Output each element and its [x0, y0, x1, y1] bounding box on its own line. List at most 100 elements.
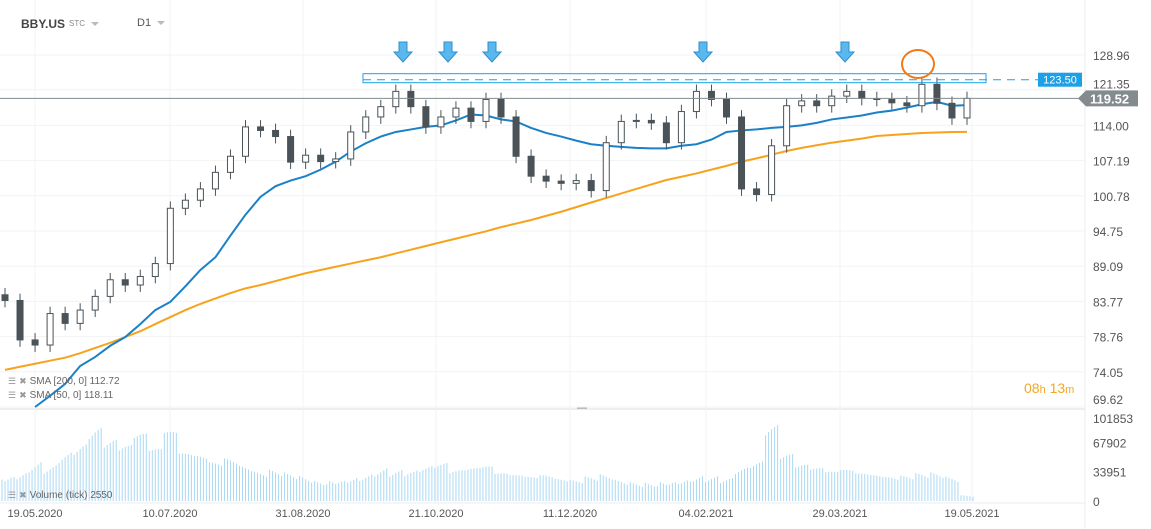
candle [813, 94, 821, 113]
candle-body [828, 95, 836, 107]
last-price-tag [1078, 90, 1138, 107]
candle-body [106, 279, 114, 297]
candle [707, 84, 715, 107]
candle [347, 125, 355, 166]
candle [873, 91, 881, 107]
indicator-sma200[interactable]: ☰ ✖ SMA [200, 0] 112.72 [8, 376, 120, 387]
instrument-type[interactable]: STC [69, 19, 99, 28]
pane-resize-handle[interactable] [577, 407, 587, 409]
x-tick-label: 19.05.2021 [944, 508, 999, 520]
candle [407, 84, 415, 114]
candle-body [587, 180, 595, 192]
candle [918, 77, 926, 113]
candle [422, 99, 430, 134]
candle [317, 148, 325, 169]
candle [948, 96, 956, 125]
y-tick-label: 114.00 [1093, 119, 1129, 133]
candle-body [617, 120, 625, 144]
type-label: STC [69, 19, 85, 28]
indicator-sma50[interactable]: ☰ ✖ SMA [50, 0] 118.11 [8, 390, 113, 401]
candle-body [963, 97, 971, 119]
candle [151, 256, 159, 284]
candle [557, 174, 565, 191]
resistance-label: 123.50 [1043, 75, 1077, 87]
arrow-down-icon [437, 41, 459, 63]
volume-tick-label: 67902 [1093, 436, 1127, 450]
candle [16, 293, 24, 347]
candle [166, 201, 174, 271]
close-icon[interactable]: ✖ [19, 390, 27, 400]
y-tick-label: 89.09 [1093, 260, 1123, 274]
candle [587, 173, 595, 198]
candle-body [647, 119, 655, 124]
candle-timer: 08h 13m [1024, 380, 1075, 396]
symbol-label: BBY.US [21, 17, 66, 31]
candle-body [1, 294, 9, 301]
candle [31, 333, 39, 352]
candle [527, 149, 535, 184]
candle [572, 173, 580, 191]
candle [332, 152, 340, 169]
indicator-label: Volume (tick) 2550 [29, 490, 113, 501]
settings-icon[interactable]: ☰ [8, 376, 17, 386]
candle [753, 182, 761, 202]
settings-icon[interactable]: ☰ [8, 490, 17, 500]
x-tick-label: 31.08.2020 [275, 508, 330, 520]
volume-tick-label: 33951 [1093, 466, 1127, 480]
y-tick-label: 83.77 [1093, 295, 1123, 309]
chevron-down-icon [91, 21, 99, 26]
last-price-label: 119.52 [1090, 91, 1129, 106]
candle-body [211, 171, 219, 190]
candle [287, 129, 295, 170]
candle-body [302, 154, 310, 163]
chevron-down-icon [157, 21, 166, 26]
candle-body [317, 154, 325, 163]
candle [437, 110, 445, 134]
candle-body [377, 106, 385, 118]
timeframe-selector[interactable]: D1 [137, 17, 166, 29]
candle-body [242, 126, 249, 157]
candle-body [31, 339, 39, 346]
volume-tick-label: 101853 [1093, 412, 1133, 426]
close-icon[interactable]: ✖ [19, 376, 27, 386]
candle [136, 269, 144, 292]
candle-body [858, 90, 866, 100]
candle-body [677, 111, 685, 144]
settings-icon[interactable]: ☰ [8, 390, 17, 400]
candle-body [602, 142, 610, 192]
indicator-volume[interactable]: ☰ ✖ Volume (tick) 2550 [8, 490, 112, 501]
candle-body [196, 188, 204, 201]
candle-body [497, 98, 505, 118]
candle [632, 113, 640, 129]
candle-body [783, 105, 791, 147]
x-tick-label: 10.07.2020 [142, 508, 197, 520]
arrow-down-icon [834, 41, 856, 63]
candle-body [46, 313, 54, 346]
candle-body [918, 83, 926, 107]
candle-body [467, 107, 475, 122]
candle [76, 303, 84, 331]
y-tick-label: 121.35 [1093, 77, 1130, 91]
candle [828, 89, 836, 113]
candle-body [151, 263, 159, 277]
candle [196, 182, 204, 208]
timeframe-label: D1 [137, 17, 152, 29]
candle-body [768, 145, 776, 196]
candle [452, 101, 460, 124]
candle [362, 110, 370, 139]
candle-body [76, 309, 84, 324]
symbol-selector[interactable]: BBY.US [21, 17, 65, 31]
candle-body [632, 119, 640, 122]
sma50-line [34, 100, 968, 408]
candle-body [692, 90, 700, 113]
y-tick-label: 69.62 [1093, 393, 1123, 407]
candle [242, 120, 249, 164]
candle-body [542, 175, 550, 182]
resistance-zone [362, 73, 987, 84]
close-icon[interactable]: ✖ [19, 490, 27, 500]
x-tick-label: 11.12.2020 [543, 508, 597, 520]
candle-body [903, 102, 911, 107]
candle [738, 110, 746, 196]
candle-body [452, 107, 460, 118]
